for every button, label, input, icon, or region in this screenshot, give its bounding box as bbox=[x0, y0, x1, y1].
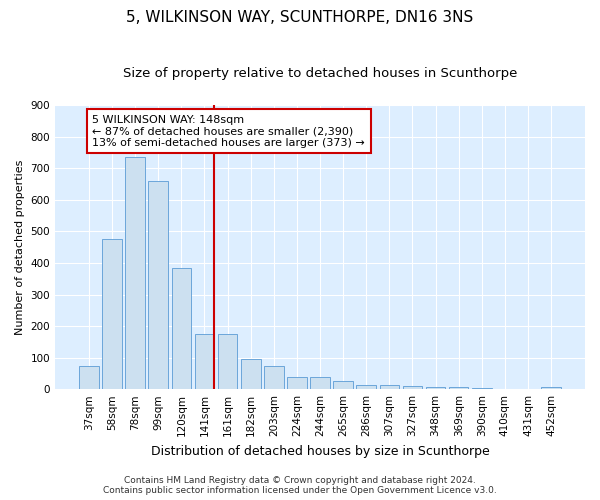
Text: 5, WILKINSON WAY, SCUNTHORPE, DN16 3NS: 5, WILKINSON WAY, SCUNTHORPE, DN16 3NS bbox=[127, 10, 473, 25]
Text: 5 WILKINSON WAY: 148sqm
← 87% of detached houses are smaller (2,390)
13% of semi: 5 WILKINSON WAY: 148sqm ← 87% of detache… bbox=[92, 114, 365, 148]
Bar bbox=[541, 386, 561, 389]
Bar bbox=[310, 376, 330, 389]
Text: Contains HM Land Registry data © Crown copyright and database right 2024.
Contai: Contains HM Land Registry data © Crown c… bbox=[103, 476, 497, 495]
Bar bbox=[241, 358, 260, 389]
Bar bbox=[79, 366, 99, 389]
Bar bbox=[125, 158, 145, 389]
Bar bbox=[148, 181, 168, 389]
Bar bbox=[403, 386, 422, 389]
Bar bbox=[194, 334, 214, 389]
Bar bbox=[287, 376, 307, 389]
Title: Size of property relative to detached houses in Scunthorpe: Size of property relative to detached ho… bbox=[123, 68, 517, 80]
Bar bbox=[380, 386, 399, 389]
Bar bbox=[426, 386, 445, 389]
Bar bbox=[102, 240, 122, 389]
Bar bbox=[172, 268, 191, 389]
Bar bbox=[356, 386, 376, 389]
Bar bbox=[264, 366, 284, 389]
Bar bbox=[334, 382, 353, 389]
Bar bbox=[472, 388, 491, 389]
Bar bbox=[218, 334, 238, 389]
Bar bbox=[449, 386, 469, 389]
X-axis label: Distribution of detached houses by size in Scunthorpe: Distribution of detached houses by size … bbox=[151, 444, 490, 458]
Y-axis label: Number of detached properties: Number of detached properties bbox=[15, 160, 25, 335]
